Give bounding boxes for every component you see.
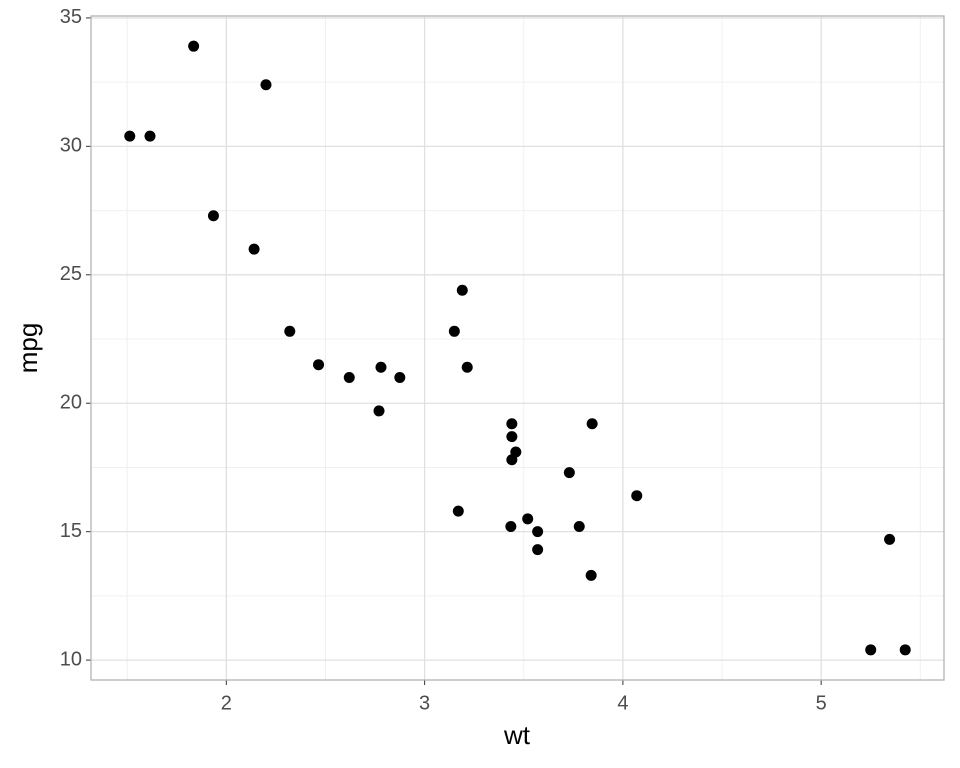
y-tick-label: 35 (60, 6, 82, 28)
point (373, 405, 385, 417)
panel-border (90, 15, 945, 681)
point (506, 418, 518, 430)
point (532, 526, 544, 538)
y-tick-label: 30 (60, 135, 82, 157)
point (448, 325, 460, 337)
point (207, 210, 219, 222)
point (343, 372, 355, 384)
point (456, 284, 468, 296)
x-axis-title: wt (503, 720, 531, 750)
point (461, 361, 473, 373)
point (284, 325, 296, 337)
point (884, 533, 896, 545)
y-tick-label: 15 (60, 520, 82, 542)
x-tick-label: 2 (221, 692, 232, 714)
point (452, 505, 464, 517)
point (506, 454, 518, 466)
y-axis-title: mpg (13, 323, 43, 374)
point (532, 544, 544, 556)
point (506, 431, 518, 443)
point (260, 79, 272, 91)
x-tick-label: 3 (419, 692, 430, 714)
point (144, 130, 156, 142)
point (586, 418, 598, 430)
point (563, 467, 575, 479)
x-tick-label: 5 (816, 692, 827, 714)
point (865, 644, 877, 656)
point (394, 372, 406, 384)
y-tick-label: 20 (60, 392, 82, 414)
point (313, 359, 325, 371)
y-tick-label: 25 (60, 263, 82, 285)
point (573, 521, 585, 533)
point (505, 521, 517, 533)
point (585, 569, 597, 581)
point (631, 490, 643, 502)
point (375, 361, 387, 373)
point (124, 130, 136, 142)
x-tick-label: 4 (617, 692, 628, 714)
y-tick-label: 10 (60, 648, 82, 670)
point (899, 644, 911, 656)
point (248, 243, 260, 255)
point (188, 40, 200, 52)
point (522, 513, 534, 525)
